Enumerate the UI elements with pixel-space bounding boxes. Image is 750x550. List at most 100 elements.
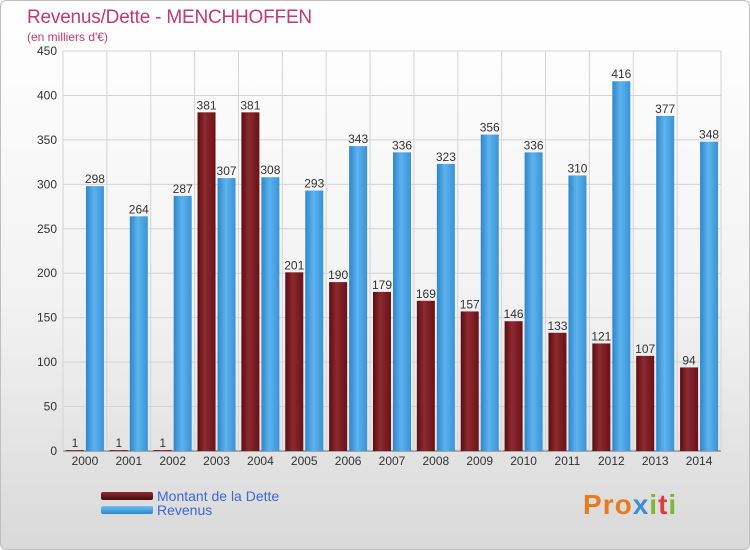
bar-revenue-2003: [217, 178, 236, 451]
value-label-revenue-2004: 308: [260, 163, 280, 177]
x-tick-label: 2014: [686, 454, 713, 468]
bar-debt-2012: [592, 343, 611, 451]
value-label-debt-2013: 107: [635, 342, 655, 356]
bar-debt-2008: [416, 300, 435, 451]
bar-debt-2004: [241, 112, 260, 451]
x-tick-label: 2011: [555, 454, 581, 468]
value-label-debt-2000: 1: [72, 436, 79, 450]
y-tick-label: 150: [37, 311, 57, 325]
y-tick-label: 0: [50, 444, 57, 458]
value-label-debt-2006: 190: [328, 268, 348, 282]
value-label-revenue-2008: 323: [436, 150, 456, 164]
value-label-revenue-2014: 348: [699, 128, 719, 142]
x-tick-label: 2008: [423, 454, 450, 468]
value-label-debt-2002: 1: [159, 436, 166, 450]
value-label-debt-2001: 1: [115, 436, 122, 450]
bar-debt-2007: [373, 291, 391, 451]
legend-label-debt: Montant de la Dette: [157, 488, 280, 504]
value-label-debt-2012: 121: [591, 329, 611, 343]
legend-swatch-revenue: [101, 506, 153, 514]
value-label-revenue-2005: 293: [304, 177, 324, 191]
y-tick-label: 100: [37, 355, 57, 369]
y-tick-label: 50: [44, 400, 58, 414]
x-tick-label: 2001: [115, 454, 142, 468]
bar-revenue-2001: [129, 216, 148, 451]
value-label-debt-2011: 133: [547, 319, 567, 333]
value-label-debt-2004: 381: [240, 98, 260, 112]
value-label-revenue-2000: 298: [85, 172, 105, 186]
value-label-debt-2007: 179: [372, 278, 392, 292]
value-label-revenue-2013: 377: [655, 102, 675, 116]
bar-revenue-2011: [568, 175, 587, 451]
logo-letter: P: [583, 489, 603, 520]
bar-revenue-2009: [480, 134, 499, 452]
value-label-debt-2009: 157: [460, 297, 480, 311]
value-label-revenue-2001: 264: [129, 202, 149, 216]
bar-debt-2011: [548, 332, 567, 451]
y-tick-label: 450: [37, 44, 57, 58]
bar-revenue-2014: [700, 141, 719, 451]
value-label-revenue-2009: 356: [480, 121, 500, 135]
value-label-debt-2010: 146: [504, 307, 524, 321]
bar-revenue-2010: [524, 152, 543, 452]
x-tick-label: 2000: [72, 454, 99, 468]
bar-revenue-2005: [305, 190, 324, 452]
value-label-debt-2003: 381: [197, 98, 217, 112]
value-label-revenue-2003: 307: [217, 164, 237, 178]
value-label-revenue-2007: 336: [392, 138, 412, 152]
value-label-revenue-2010: 336: [524, 138, 544, 152]
value-label-debt-2008: 169: [416, 287, 436, 301]
logo-letter: i: [668, 489, 678, 520]
logo-letter: o: [614, 489, 633, 520]
x-tick-label: 2004: [247, 454, 274, 468]
legend-item-debt: Montant de la Dette: [101, 489, 279, 503]
chart-subtitle: (en milliers d'€): [27, 30, 108, 44]
logo-letter: x: [632, 489, 650, 520]
x-tick-label: 2005: [291, 454, 318, 468]
x-tick-label: 2012: [598, 454, 625, 468]
chart-title: Revenus/Dette - MENCHHOFFEN: [27, 7, 312, 28]
bar-debt-2010: [504, 321, 523, 451]
bar-debt-2001: [109, 450, 128, 451]
y-tick-label: 400: [37, 88, 57, 102]
grid-lines: [62, 50, 722, 452]
value-label-revenue-2002: 287: [173, 182, 193, 196]
bar-debt-2013: [636, 355, 655, 451]
value-labels: 1 298 1 264 1 287 381 307 381 308 201 293 190 343 179 3…: [72, 67, 720, 450]
x-tick-label: 2007: [379, 454, 406, 468]
legend-swatch-debt: [101, 492, 153, 500]
bar-debt-2002: [153, 450, 172, 451]
bar-debt-2000: [65, 450, 84, 451]
x-tick-label: 2003: [203, 454, 230, 468]
y-tick-label: 250: [37, 222, 57, 236]
bar-revenue-2004: [261, 177, 280, 451]
value-label-revenue-2006: 343: [348, 132, 368, 146]
bar-debt-2014: [680, 367, 699, 451]
bar-revenue-2007: [393, 152, 411, 452]
bars: [65, 81, 719, 452]
bar-revenue-2002: [173, 195, 192, 451]
bar-revenue-2013: [656, 115, 675, 451]
bar-revenue-2000: [85, 186, 104, 451]
bar-revenue-2012: [612, 81, 631, 451]
logo-letter: r: [602, 489, 615, 520]
x-tick-label: 2006: [335, 454, 362, 468]
value-label-debt-2005: 201: [284, 258, 304, 272]
logo-letter: t: [658, 489, 669, 520]
bar-debt-2006: [329, 282, 348, 451]
x-axis-ticks: 2000 2001 2002 2003 2004 2005 2006 2007 2008 2009…: [72, 454, 713, 468]
x-tick-label: 2009: [466, 454, 493, 468]
x-tick-label: 2002: [159, 454, 186, 468]
logo-letter: i: [649, 489, 659, 520]
bar-debt-2009: [460, 311, 479, 451]
bar-revenue-2008: [436, 163, 455, 451]
x-tick-label: 2010: [510, 454, 537, 468]
legend-item-revenue: Revenus: [101, 503, 212, 517]
legend-label-revenue: Revenus: [157, 502, 213, 518]
y-tick-label: 200: [37, 266, 57, 280]
x-tick-label: 2013: [642, 454, 669, 468]
bar-revenue-2006: [349, 146, 368, 451]
value-label-revenue-2012: 416: [611, 67, 631, 81]
